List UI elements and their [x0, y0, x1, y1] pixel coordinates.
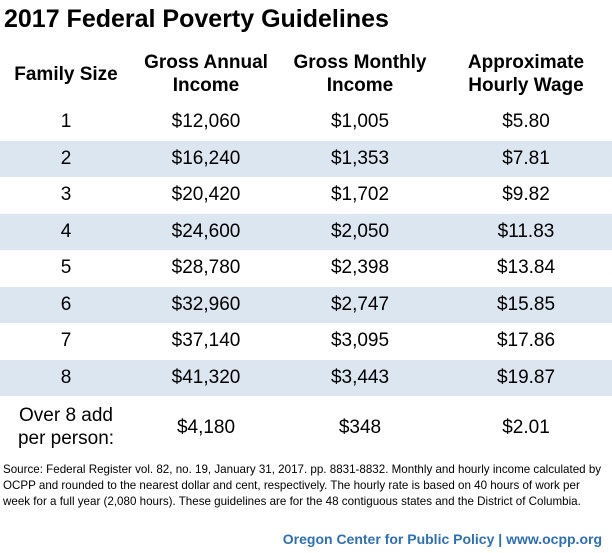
table-row: 6 $32,960 $2,747 $15.85 [0, 286, 612, 323]
header-row: Family Size Gross Annual Income Gross Mon… [0, 44, 612, 104]
header-family-size: Family Size [0, 44, 132, 104]
table-row: 4 $24,600 $2,050 $11.83 [0, 213, 612, 250]
cell-gross-annual: $41,320 [132, 359, 280, 396]
additional-person-row: Over 8 add per person: $4,180 $348 $2.01 [0, 396, 612, 458]
cell-gross-annual: $20,420 [171, 184, 241, 206]
cell-hourly-wage: $5.80 [502, 111, 550, 133]
cell-gross-monthly: $2,398 [330, 257, 390, 279]
cell-gross-annual: $12,060 [171, 111, 241, 133]
cell-additional-hourly: $2.01 [502, 416, 550, 438]
page-title: 2017 Federal Poverty Guidelines [4, 5, 389, 33]
header-gross-annual-line1: Gross Annual [144, 52, 268, 73]
cell-family-size: 2 [0, 140, 132, 177]
cell-gross-monthly: $2,050 [280, 213, 440, 250]
cell-family-size: 3 [60, 184, 72, 206]
additional-label-line1: Over 8 add [19, 405, 113, 426]
cell-additional-monthly: $348 [338, 416, 382, 438]
cell-family-size: 1 [60, 111, 72, 133]
cell-gross-monthly: $3,095 [330, 330, 390, 352]
table-row: 2 $16,240 $1,353 $7.81 [0, 140, 612, 177]
cell-hourly-wage: $19.87 [440, 359, 612, 396]
header-hourly-wage: Approximate Hourly Wage [440, 44, 612, 104]
header-hourly-wage-line2: Hourly Wage [468, 75, 584, 96]
cell-gross-monthly: $1,353 [280, 140, 440, 177]
cell-family-size: 7 [60, 330, 72, 352]
cell-hourly-wage: $11.83 [440, 213, 612, 250]
table-row: 3 $20,420 $1,702 $9.82 [0, 177, 612, 214]
cell-hourly-wage: $9.82 [502, 184, 550, 206]
header-gross-annual-line2: Income [172, 75, 240, 96]
cell-gross-annual: $32,960 [132, 286, 280, 323]
cell-gross-annual: $37,140 [171, 330, 241, 352]
cell-gross-monthly: $2,747 [280, 286, 440, 323]
footer-credit: Oregon Center for Public Policy | www.oc… [282, 531, 602, 547]
cell-gross-annual: $24,600 [132, 213, 280, 250]
header-gross-monthly-line1: Gross Monthly [293, 52, 427, 73]
header-gross-monthly-line2: Income [326, 75, 394, 96]
cell-gross-monthly: $1,005 [330, 111, 390, 133]
cell-hourly-wage: $7.81 [440, 140, 612, 177]
cell-family-size: 6 [0, 286, 132, 323]
cell-gross-monthly: $1,702 [330, 184, 390, 206]
cell-hourly-wage: $15.85 [440, 286, 612, 323]
cell-additional-annual: $4,180 [176, 416, 236, 438]
cell-hourly-wage: $17.86 [496, 330, 556, 352]
cell-additional-label: Over 8 add per person: [0, 396, 132, 458]
table-row: 1 $12,060 $1,005 $5.80 [0, 104, 612, 141]
table-row: 7 $37,140 $3,095 $17.86 [0, 323, 612, 360]
cell-gross-monthly: $3,443 [280, 359, 440, 396]
header-hourly-wage-line1: Approximate [467, 52, 585, 73]
cell-hourly-wage: $13.84 [496, 257, 556, 279]
cell-family-size: 4 [0, 213, 132, 250]
guidelines-table: Family Size Gross Annual Income Gross Mon… [0, 44, 612, 458]
cell-family-size: 8 [0, 359, 132, 396]
header-family-size-label: Family Size [14, 63, 118, 85]
header-gross-monthly: Gross Monthly Income [280, 44, 440, 104]
table-row: 5 $28,780 $2,398 $13.84 [0, 250, 612, 287]
source-note: Source: Federal Register vol. 82, no. 19… [3, 463, 602, 508]
cell-family-size: 5 [60, 257, 72, 279]
cell-gross-annual: $16,240 [132, 140, 280, 177]
table-row: 8 $41,320 $3,443 $19.87 [0, 359, 612, 396]
header-gross-annual: Gross Annual Income [132, 44, 280, 104]
additional-label-line2: per person: [17, 428, 115, 449]
cell-gross-annual: $28,780 [171, 257, 241, 279]
